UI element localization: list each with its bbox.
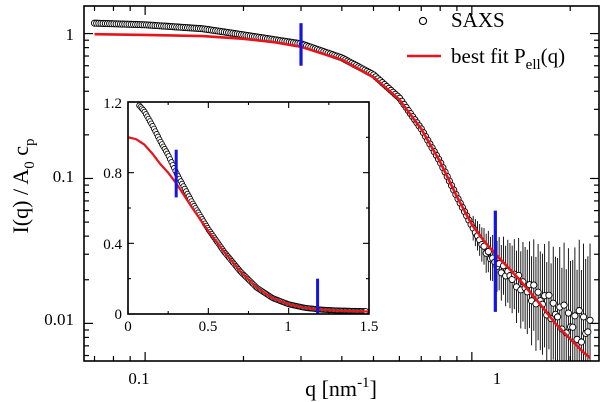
inset-xtick-label-2: 1 <box>284 319 292 335</box>
main-xtick-label-0: 0.1 <box>128 369 149 388</box>
inset-plot-area <box>127 102 370 315</box>
main-ytick-label-2: 0.01 <box>44 310 74 329</box>
saxs-point <box>579 313 588 321</box>
saxs-point <box>549 299 557 307</box>
saxs-point <box>564 309 572 317</box>
legend-label-saxs: SAXS <box>451 8 505 32</box>
main-error-bars <box>94 20 591 361</box>
y-axis-label: I(q) / A0 cp <box>8 138 38 233</box>
inset-xtick-label-1: 0.5 <box>199 319 218 335</box>
inset-ytick-label-1: 0.4 <box>103 237 122 253</box>
inset-ytick-label-0: 0 <box>115 307 123 323</box>
saxs-point <box>571 312 579 320</box>
x-axis-label: q [nm-1] <box>305 375 377 401</box>
main-ytick-label-1: 0.1 <box>53 167 74 186</box>
legend-marker-saxs <box>418 16 428 26</box>
inset-xtick-label-3: 1.5 <box>360 319 379 335</box>
legend: SAXS best fit Pell(q) <box>407 8 565 73</box>
saxs-point <box>586 316 594 324</box>
saxs-point <box>584 328 592 336</box>
saxs-point <box>560 301 568 309</box>
inset-plot-frame-top <box>127 101 370 315</box>
saxs-point <box>534 288 542 296</box>
saxs-point <box>554 313 562 321</box>
legend-label-fit: best fit Pell(q) <box>451 44 565 73</box>
inset-ytick-label-2: 0.8 <box>103 166 122 182</box>
main-ytick-label-0: 1 <box>66 25 75 44</box>
saxs-point <box>484 248 492 256</box>
saxs-point <box>569 323 577 331</box>
inset-best-fit-curve <box>127 136 370 313</box>
inset-xtick-label-0: 0 <box>124 319 132 335</box>
inset-ytick-label-3: 1.2 <box>103 96 122 112</box>
main-xtick-label-1: 1 <box>493 369 502 388</box>
main-axis-ticks <box>84 6 599 361</box>
saxs-point <box>575 307 583 315</box>
saxs-point <box>577 338 585 346</box>
main-plot-area <box>90 19 594 361</box>
best-fit-curve <box>94 32 591 359</box>
saxs-point <box>530 281 538 289</box>
saxs-point <box>545 291 553 299</box>
